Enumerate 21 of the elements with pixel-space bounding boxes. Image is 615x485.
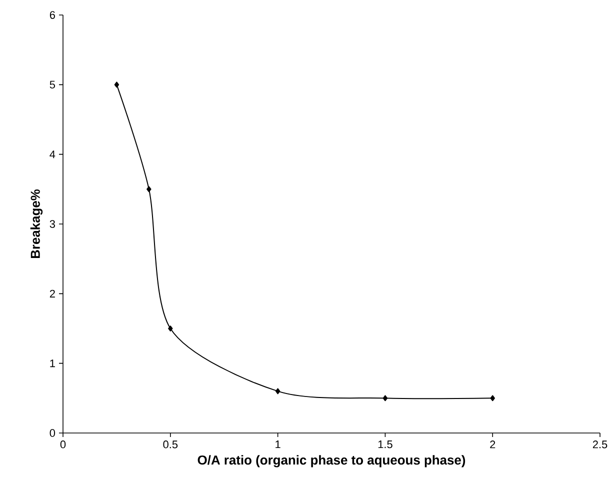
x-axis-title: O/A ratio (organic phase to aqueous phase) <box>198 455 466 468</box>
x-tick-label: 2 <box>490 440 496 448</box>
y-tick-label: 6 <box>50 11 55 19</box>
x-tick-label: 0.5 <box>163 440 178 448</box>
y-tick-label: 2 <box>50 290 55 298</box>
point <box>275 388 280 394</box>
point <box>490 395 495 402</box>
point <box>168 326 173 332</box>
point <box>146 186 152 192</box>
x-tick-label: 2.5 <box>592 440 608 448</box>
y-tick-label: 1 <box>50 360 55 368</box>
y-tick-label: 4 <box>50 150 56 158</box>
y-axis-title: Breakage% <box>30 189 43 258</box>
y-tick-label: 3 <box>50 220 55 228</box>
y-tick-label: 0 <box>50 429 56 437</box>
point <box>382 395 388 402</box>
y-tick-label: 5 <box>50 80 56 88</box>
x-tick-label: 1 <box>276 440 280 448</box>
x-tick-label: 1.5 <box>378 440 392 448</box>
point <box>114 82 120 88</box>
x-tick-label: 0 <box>60 440 66 448</box>
